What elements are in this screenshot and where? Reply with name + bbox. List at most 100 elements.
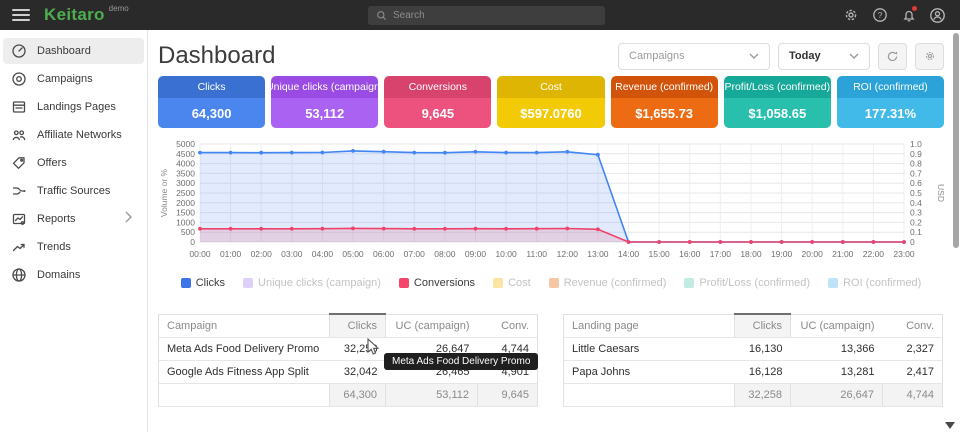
svg-text:5000: 5000 — [176, 139, 195, 149]
svg-text:0.9: 0.9 — [910, 149, 922, 159]
traffic-fork-icon — [12, 187, 26, 195]
sidebar-item-traffic-sources[interactable]: Traffic Sources — [3, 178, 144, 204]
svg-text:4500: 4500 — [176, 149, 195, 159]
legend-item-revenue-confirmed-[interactable]: Revenue (confirmed) — [548, 277, 667, 289]
svg-text:09:00: 09:00 — [465, 249, 487, 259]
svg-text:17:00: 17:00 — [710, 249, 732, 259]
legend-label: Unique clicks (campaign) — [258, 277, 381, 289]
sidebar-item-offers[interactable]: Offers — [3, 150, 144, 176]
sidebar-item-label: Traffic Sources — [37, 185, 111, 197]
settings-gear-icon[interactable] — [842, 7, 859, 24]
search-box[interactable] — [368, 6, 605, 25]
help-icon[interactable]: ? — [871, 7, 888, 24]
scroll-down-indicator[interactable] — [945, 422, 955, 429]
stat-card-unique-clicks-campaign-: Unique clicks (campaign) 53,112 — [271, 76, 379, 128]
search-icon — [377, 11, 387, 21]
legend-label: ROI (confirmed) — [843, 277, 922, 289]
svg-text:23:00: 23:00 — [893, 249, 915, 259]
svg-text:USD: USD — [936, 184, 944, 202]
date-range-select[interactable]: Today — [778, 42, 870, 70]
legend-label: Profit/Loss (confirmed) — [699, 277, 811, 289]
user-account-icon[interactable] — [929, 7, 946, 24]
sidebar-item-landings-pages[interactable]: Landings Pages — [3, 94, 144, 120]
row-name-cell[interactable]: Google Ads Fitness App Split — [158, 360, 330, 384]
sidebar-item-affiliate-networks[interactable]: Affiliate Networks — [3, 122, 144, 148]
svg-text:07:00: 07:00 — [404, 249, 426, 259]
legend-item-profit-loss-confirmed-[interactable]: Profit/Loss (confirmed) — [684, 277, 810, 289]
stat-card-value: $1,058.65 — [723, 98, 831, 128]
legend-item-unique-clicks-campaign-[interactable]: Unique clicks (campaign) — [243, 277, 381, 289]
legend-swatch — [398, 278, 409, 288]
row-value-cell: 13,281 — [790, 360, 883, 384]
legend-swatch — [180, 278, 191, 288]
svg-text:16:00: 16:00 — [679, 249, 701, 259]
column-header-campaign[interactable]: Campaign — [158, 314, 330, 338]
svg-text:0.8: 0.8 — [910, 159, 922, 169]
svg-text:21:00: 21:00 — [832, 249, 854, 259]
legend-item-conversions[interactable]: Conversions — [398, 277, 475, 289]
legend-swatch — [493, 278, 504, 288]
legend-label: Clicks — [195, 277, 226, 289]
svg-text:4000: 4000 — [176, 159, 195, 169]
stat-card-label: Cost — [497, 76, 605, 98]
column-header-clicks[interactable]: Clicks — [329, 313, 386, 338]
search-input[interactable] — [393, 10, 597, 21]
dashboard-settings-button[interactable] — [915, 42, 944, 70]
svg-text:?: ? — [877, 10, 882, 20]
totals-cell — [563, 383, 735, 407]
table-row[interactable]: Little Caesars 16,130 13,366 2,327 — [563, 337, 943, 361]
svg-text:15:00: 15:00 — [648, 249, 670, 259]
stat-card-profit-loss-confirmed-: Profit/Loss (confirmed) $1,058.65 — [723, 76, 831, 128]
row-name-cell[interactable]: Little Caesars — [563, 337, 735, 361]
legend-label: Revenue (confirmed) — [563, 277, 667, 289]
svg-text:0.5: 0.5 — [910, 188, 922, 198]
sidebar-item-label: Reports — [37, 213, 76, 225]
svg-text:12:00: 12:00 — [557, 249, 579, 259]
column-header-uc-campaign-[interactable]: UC (campaign) — [790, 314, 883, 338]
stat-card-label: ROI (confirmed) — [836, 76, 944, 98]
stat-card-label: Revenue (confirmed) — [610, 76, 718, 98]
column-header-clicks[interactable]: Clicks — [734, 313, 791, 338]
legend-item-cost[interactable]: Cost — [493, 277, 531, 289]
sidebar-item-label: Landings Pages — [37, 101, 116, 113]
column-header-conv-[interactable]: Conv. — [477, 314, 538, 338]
brand-demo-label: demo — [108, 4, 129, 13]
brand-logo: Keitaro — [44, 5, 105, 24]
svg-text:0.7: 0.7 — [910, 168, 922, 178]
sidebar-item-campaigns[interactable]: Campaigns — [3, 66, 144, 92]
table-row[interactable]: Papa Johns 16,128 13,281 2,417 — [563, 360, 943, 384]
totals-cell: 32,258 — [734, 383, 791, 407]
svg-text:00:00: 00:00 — [189, 249, 211, 259]
main-content: Dashboard Campaigns Today — [148, 30, 960, 432]
column-header-landing-page[interactable]: Landing page — [563, 314, 735, 338]
column-header-uc-campaign-[interactable]: UC (campaign) — [385, 314, 478, 338]
legend-item-clicks[interactable]: Clicks — [180, 277, 226, 289]
legend-item-roi-confirmed-[interactable]: ROI (confirmed) — [828, 277, 921, 289]
sidebar-item-reports[interactable]: Reports — [3, 206, 144, 232]
svg-text:3500: 3500 — [176, 168, 195, 178]
svg-text:19:00: 19:00 — [771, 249, 793, 259]
sidebar-item-dashboard[interactable]: Dashboard — [3, 38, 144, 64]
svg-text:10:00: 10:00 — [495, 249, 517, 259]
menu-icon[interactable] — [12, 9, 30, 21]
row-value-cell: 16,128 — [734, 360, 791, 384]
scrollbar-thumb[interactable] — [953, 33, 959, 248]
totals-cell: 4,744 — [882, 383, 943, 407]
refresh-button[interactable] — [878, 42, 907, 70]
campaign-filter-select[interactable]: Campaigns — [618, 42, 770, 70]
sidebar-item-domains[interactable]: Domains — [3, 262, 144, 288]
topbar: Keitaro demo ? — [0, 0, 960, 30]
table-row[interactable]: Google Ads Fitness App Split 32,042 26,465… — [158, 360, 538, 384]
svg-text:03:00: 03:00 — [281, 249, 303, 259]
row-name-cell[interactable]: Papa Johns — [563, 360, 735, 384]
landing-page-icon — [12, 101, 26, 113]
row-name-cell[interactable]: Meta Ads Food Delivery Promo — [158, 337, 330, 361]
chart-legend: Clicks Unique clicks (campaign) Conversi… — [158, 277, 944, 289]
sidebar-item-trends[interactable]: Trends — [3, 234, 144, 260]
column-header-conv-[interactable]: Conv. — [882, 314, 943, 338]
svg-text:2000: 2000 — [176, 198, 195, 208]
svg-text:18:00: 18:00 — [740, 249, 762, 259]
totals-cell: 9,645 — [477, 383, 538, 407]
notifications-bell-icon[interactable] — [900, 5, 917, 24]
svg-text:11:00: 11:00 — [526, 249, 547, 259]
